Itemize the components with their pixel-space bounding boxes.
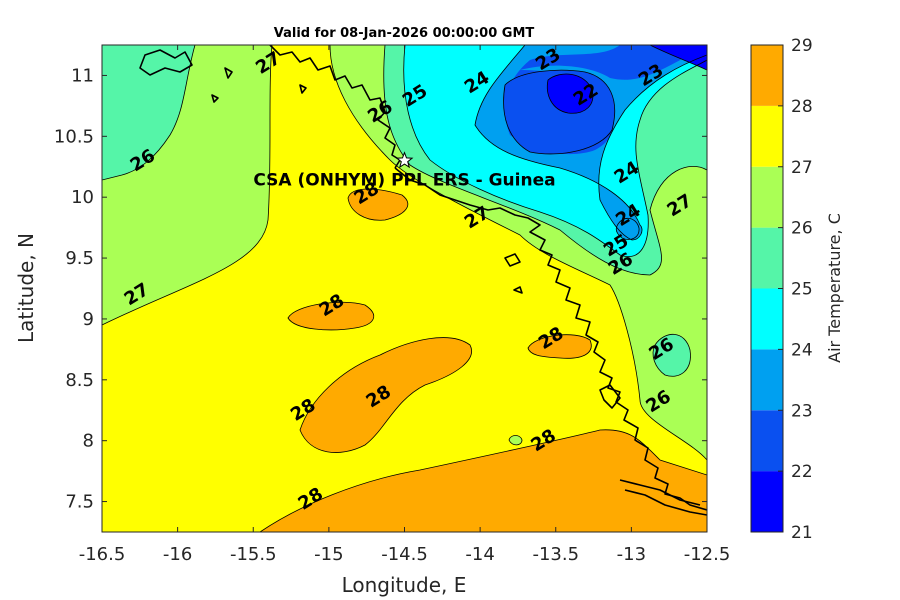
colorbar-swatch <box>751 349 783 411</box>
x-tick-label: -13 <box>617 544 646 565</box>
map-title: Valid for 08-Jan-2026 00:00:00 GMT <box>274 26 535 41</box>
band-25-26-west <box>102 45 195 180</box>
band-28-29-north <box>348 189 408 221</box>
x-tick-label: -15.5 <box>230 544 277 565</box>
band-28-29-central <box>300 337 472 453</box>
x-axis-ticks: -16.5 -16 -15.5 -15 -14.5 -14 -13.5 -13 -12.5 <box>79 45 731 565</box>
colorbar-tick-label: 23 <box>791 401 813 421</box>
y-tick-label: 10.5 <box>54 126 94 147</box>
y-axis-label: Latitude, N <box>14 233 38 343</box>
band-25-26-east-island <box>653 334 691 377</box>
y-tick-label: 8 <box>83 431 94 452</box>
colorbar: 21 22 23 24 25 26 27 28 29 <box>750 36 813 543</box>
y-tick-label: 9.5 <box>65 248 94 269</box>
coastline <box>139 45 707 516</box>
colorbar-tick-label: 28 <box>791 97 813 117</box>
band-23-24-island <box>616 218 640 240</box>
colorbar-swatch <box>751 410 783 472</box>
colorbar-swatch <box>751 227 783 289</box>
band-28-29-mid <box>288 302 374 330</box>
band-21-22-core <box>547 74 593 114</box>
x-tick-label: -14 <box>465 544 494 565</box>
station-label: CSA (ONHYM) PPL ERS - Guinea <box>253 171 555 191</box>
colorbar-tick-label: 29 <box>791 36 813 56</box>
y-tick-label: 11 <box>71 65 94 86</box>
y-tick-label: 8.5 <box>65 370 94 391</box>
colorbar-tick-label: 24 <box>791 340 813 360</box>
colorbar-label: Air Temperature, C <box>825 213 844 363</box>
x-tick-label: -16 <box>163 544 192 565</box>
x-tick-label: -12.5 <box>684 544 731 565</box>
colorbar-tick-label: 21 <box>791 523 813 543</box>
colorbar-tick-label: 26 <box>791 219 813 239</box>
x-tick-label: -13.5 <box>532 544 579 565</box>
contour-lines <box>102 45 707 532</box>
colorbar-swatch <box>751 166 783 228</box>
y-tick-label: 10 <box>71 187 94 208</box>
colorbar-swatch <box>751 105 783 167</box>
station-star-icon <box>395 151 414 169</box>
band-28-29-south <box>260 429 707 532</box>
x-tick-label: -14.5 <box>381 544 428 565</box>
colorbar-swatch <box>751 288 783 350</box>
band-28-29-east-small <box>528 334 592 359</box>
x-tick-label: -15 <box>314 544 343 565</box>
x-axis-label: Longitude, E <box>342 573 467 597</box>
colorbar-tick-label: 27 <box>791 158 813 178</box>
colorbar-tick-label: 22 <box>791 462 813 482</box>
colorbar-tick-label: 25 <box>791 280 813 300</box>
y-axis-ticks: 7.5 8 8.5 9 9.5 10 10.5 11 <box>54 65 707 513</box>
colorbar-swatch <box>751 45 783 106</box>
y-tick-label: 7.5 <box>65 492 94 513</box>
x-tick-label: -16.5 <box>79 544 126 565</box>
band-26-27-dot <box>509 435 522 445</box>
colorbar-swatch <box>751 471 783 532</box>
y-tick-label: 9 <box>83 309 94 330</box>
